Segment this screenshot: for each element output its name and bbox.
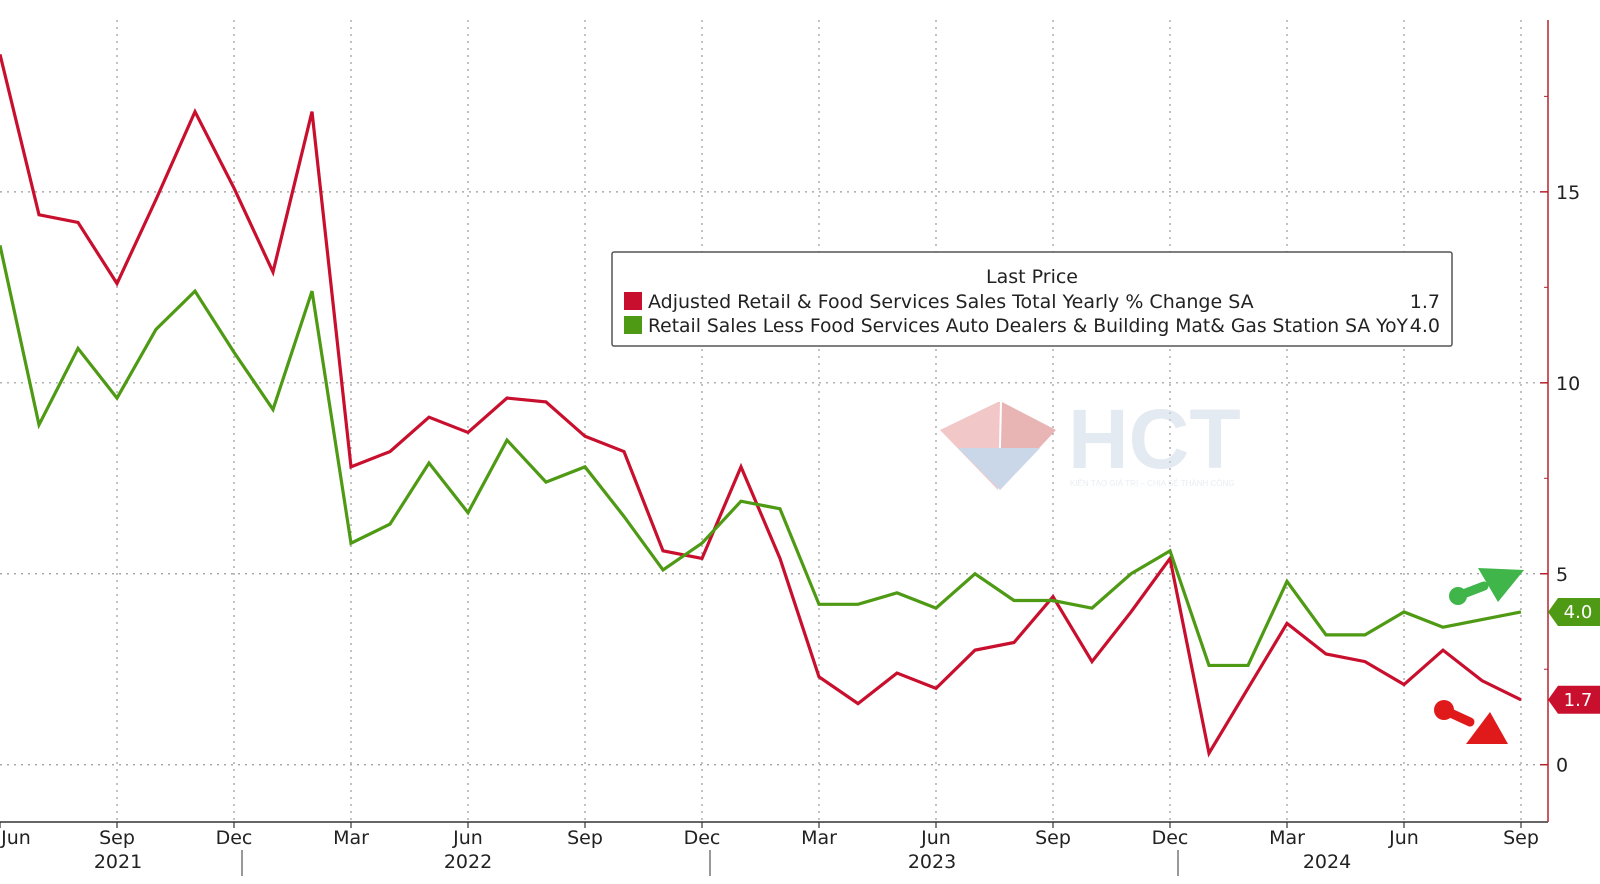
y-tick-label: 5 (1556, 564, 1568, 586)
watermark-logo: HCT KIẾN TẠO GIÁ TRỊ – CHIA SẺ THÀNH CÔN… (940, 392, 1241, 490)
watermark-text: HCT (1068, 392, 1241, 486)
legend-box (611, 251, 1453, 347)
x-tick-label: Dec (216, 827, 253, 849)
x-tick-label: Sep (99, 827, 135, 849)
x-tick-label: Jun (452, 827, 483, 849)
x-year-label: 2022 (444, 851, 492, 873)
x-tick-label: Sep (1035, 827, 1071, 849)
legend-swatch-green (624, 316, 642, 334)
x-axis-year-labels: 2021 2022 2023 2024 (94, 850, 1351, 876)
legend-title: Last Price (986, 266, 1078, 288)
legend-swatch-red (624, 292, 642, 310)
x-axis-ticks: Jun Sep Dec Mar Jun Sep Dec Mar Jun Sep Dec Mar Jun S… (0, 822, 1539, 849)
x-tick-label: Dec (1152, 827, 1189, 849)
x-tick-label: Jun (920, 827, 951, 849)
grid (0, 20, 1548, 822)
legend: Last Price Adjusted Retail & Food Servic… (611, 251, 1453, 347)
legend-label-retail-food-services: Adjusted Retail & Food Services Sales To… (648, 291, 1254, 313)
legend-label-retail-less-food-services: Retail Sales Less Food Services Auto Dea… (648, 315, 1408, 337)
red-down-arrow-icon (1434, 700, 1508, 744)
x-tick-label: Jun (0, 827, 31, 849)
watermark-tagline: KIẾN TẠO GIÁ TRỊ – CHIA SẺ THÀNH CÔNG (1070, 478, 1234, 488)
y-tick-label: 10 (1556, 373, 1580, 395)
x-tick-label: Sep (567, 827, 603, 849)
y-axis-ticks: 0 5 10 15 (1540, 95, 1580, 777)
y-tick-label: 0 (1556, 755, 1568, 777)
x-tick-label: Mar (801, 827, 837, 849)
x-tick-label: Mar (333, 827, 369, 849)
legend-value-retail-food-services: 1.7 (1410, 291, 1440, 313)
y-tick-label: 15 (1556, 182, 1580, 204)
green-up-arrow-icon (1449, 568, 1524, 605)
x-tick-label: Jun (1388, 827, 1419, 849)
last-value-badges: 1.7 4.0 (1548, 597, 1600, 714)
last-value-badge-text-1: 4.0 (1564, 602, 1593, 623)
watermark-diamond-bottom (958, 448, 1040, 490)
legend-value-retail-less-food-services: 4.0 (1410, 315, 1440, 337)
x-year-label: 2021 (94, 851, 142, 873)
series-layer (0, 53, 1522, 758)
series-line-1 (0, 244, 1522, 668)
series-line-0 (0, 53, 1522, 758)
x-tick-label: Mar (1269, 827, 1305, 849)
last-value-badge-text-0: 1.7 (1564, 690, 1593, 711)
x-tick-label: Dec (684, 827, 721, 849)
x-tick-label: Sep (1503, 827, 1539, 849)
last-value-badge-1 (1548, 597, 1600, 626)
x-year-label: 2024 (1303, 851, 1351, 873)
x-year-label: 2023 (908, 851, 956, 873)
last-value-badge-0 (1548, 685, 1600, 714)
